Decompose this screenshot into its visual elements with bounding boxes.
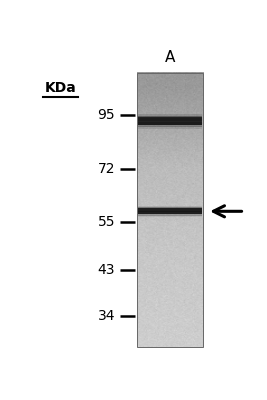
Bar (138, 215, 202, 217)
Bar (138, 126, 202, 129)
Text: 95: 95 (97, 108, 115, 122)
Text: KDa: KDa (44, 81, 76, 95)
Text: 55: 55 (98, 215, 115, 229)
Bar (138, 116, 202, 122)
Text: 72: 72 (98, 162, 115, 176)
Bar (138, 206, 202, 208)
Bar (138, 212, 202, 216)
Bar (137, 73, 203, 347)
Bar (138, 114, 202, 118)
Bar (138, 208, 202, 214)
Bar (138, 117, 202, 125)
Bar (138, 121, 202, 127)
Text: 43: 43 (98, 263, 115, 277)
Bar (138, 207, 202, 211)
Text: A: A (165, 50, 175, 65)
Text: 34: 34 (98, 308, 115, 322)
